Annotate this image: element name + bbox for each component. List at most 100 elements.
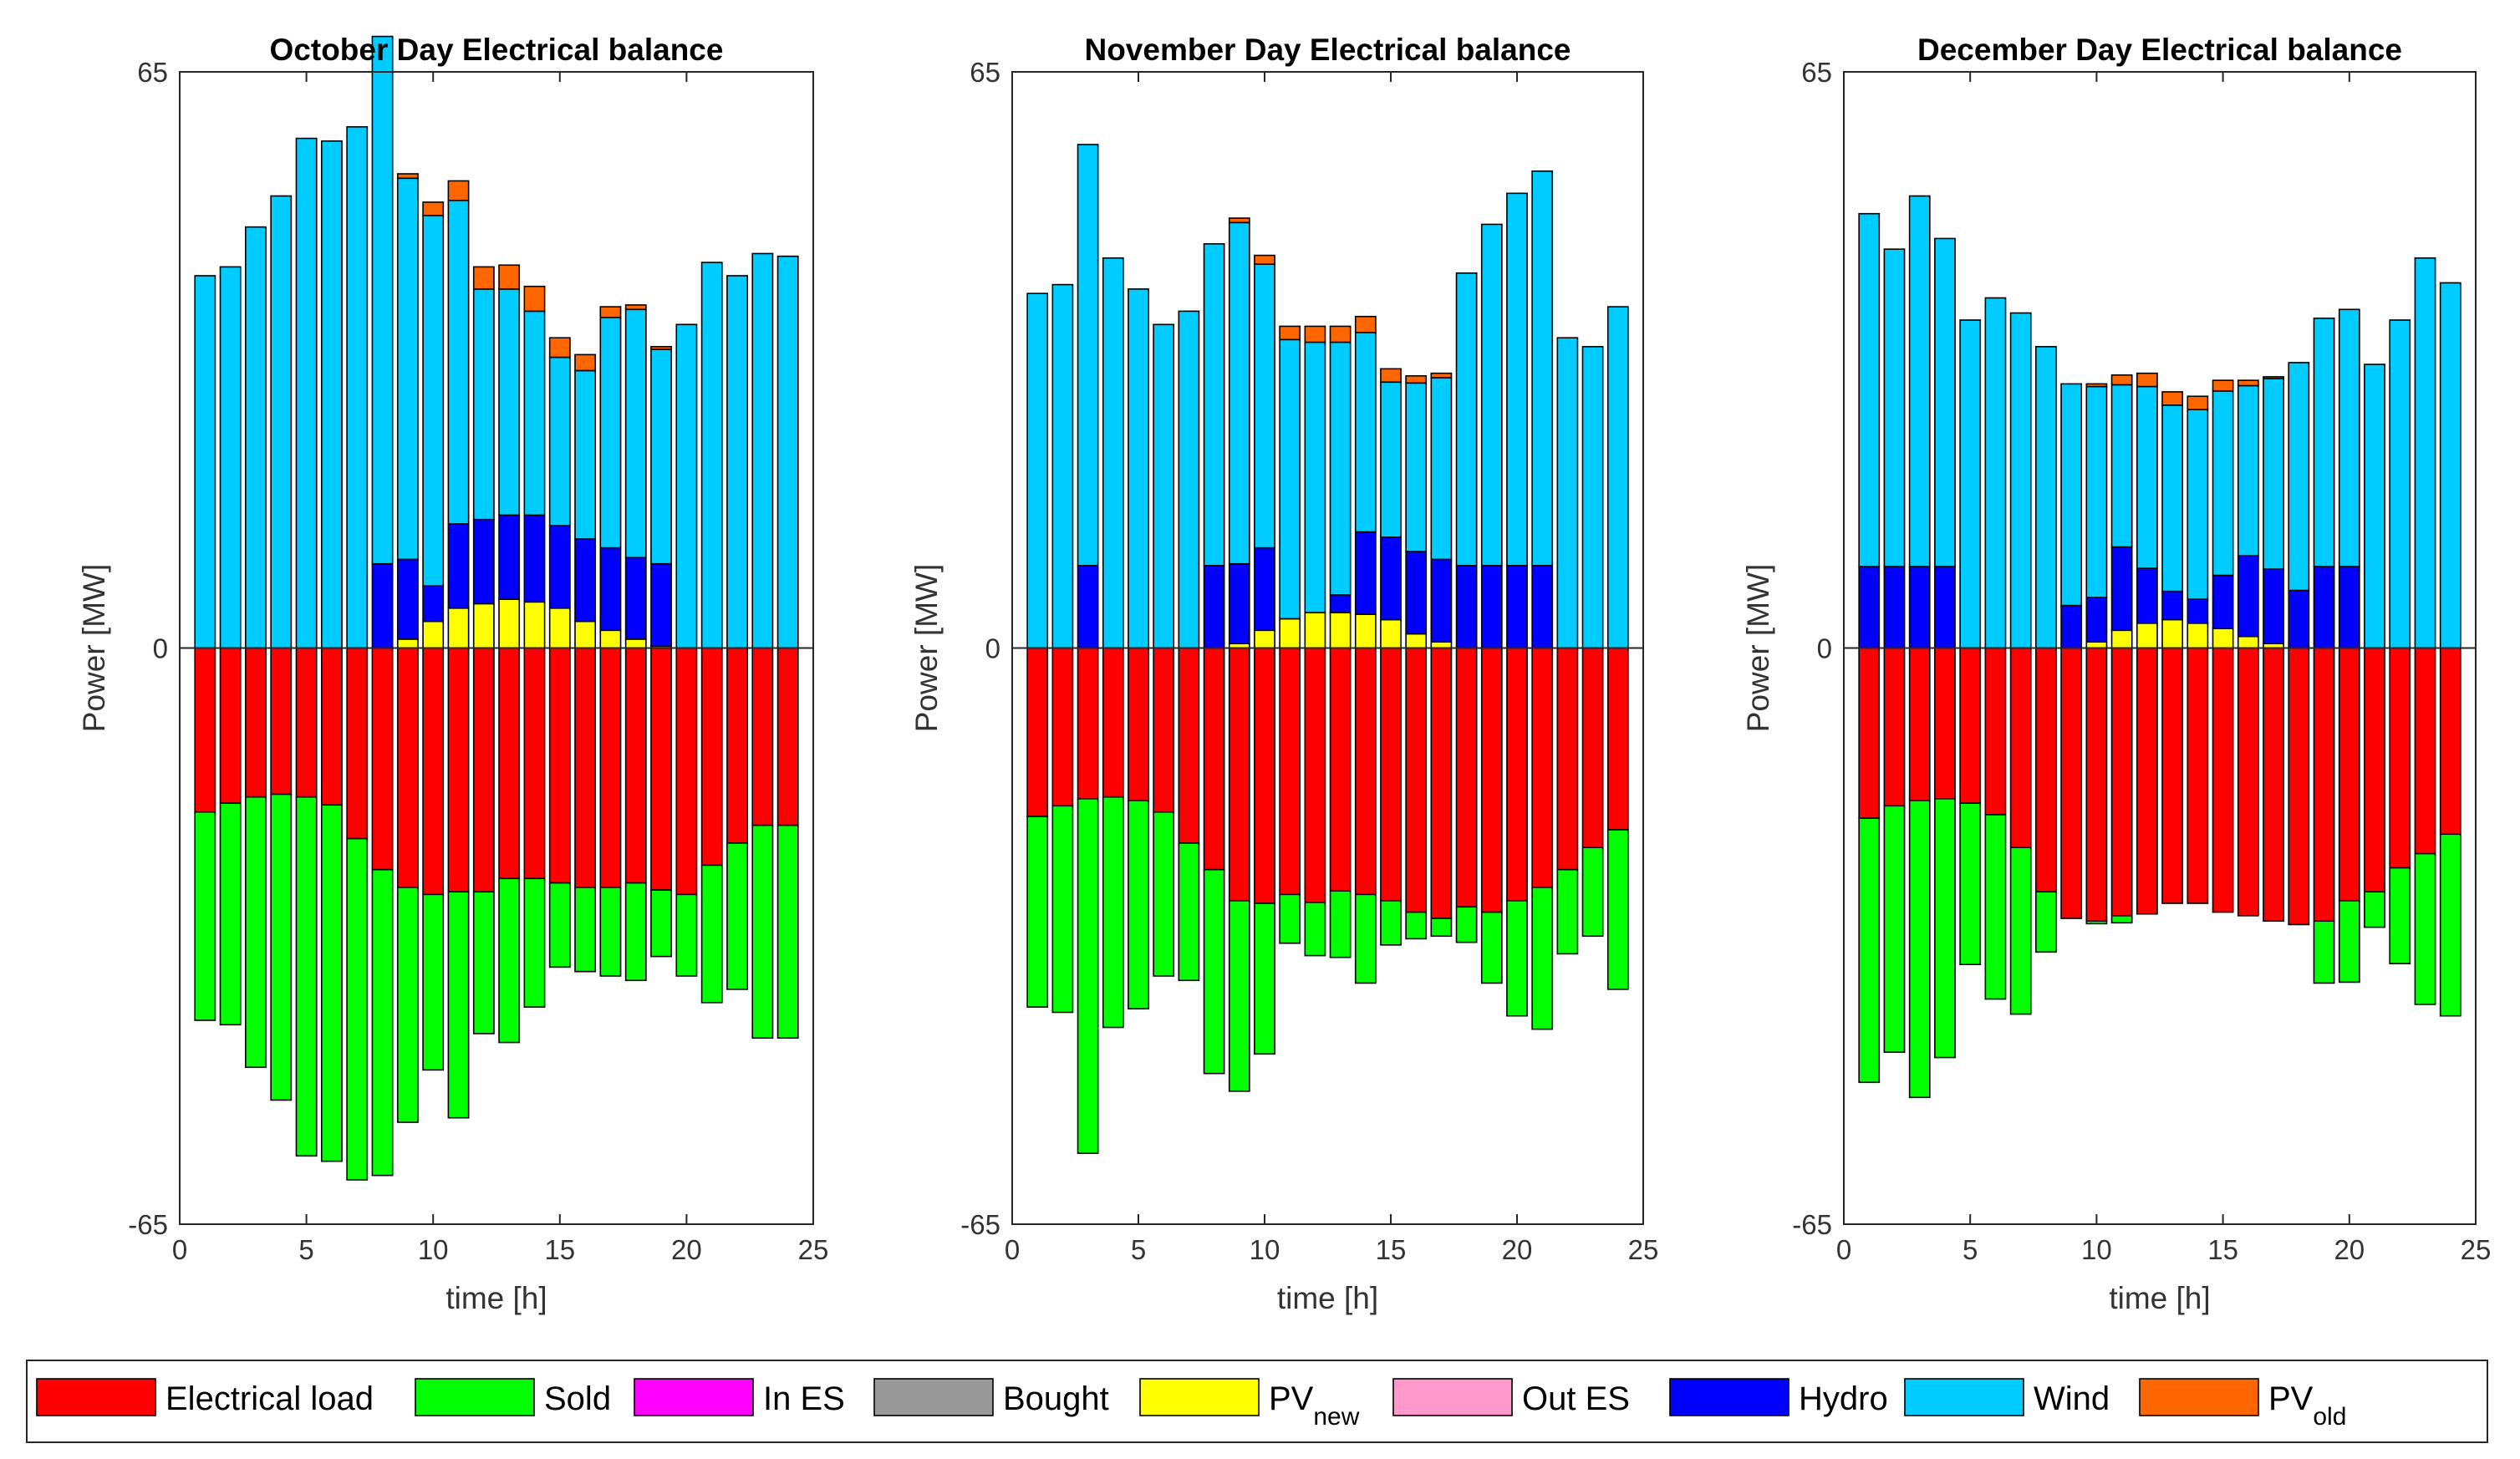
bar-electrical-load-h6 (1984, 647, 2007, 816)
bar-sold-h23 (2414, 852, 2436, 1005)
bar-sold-h1 (1858, 817, 1881, 1084)
bar-pv-new-h10 (1254, 629, 1275, 649)
bar-sold-h2 (1883, 805, 1906, 1054)
bar-wind-h23 (1581, 346, 1604, 649)
bar-pv-new-h14 (1354, 613, 1377, 649)
bar-pv-old-h11 (2110, 374, 2133, 386)
bar-sold-h12 (472, 891, 495, 1035)
bar-electrical-load-h7 (2009, 647, 2032, 848)
bar-electrical-load-h14 (523, 647, 546, 880)
bar-sold-h6 (1153, 811, 1175, 977)
bar-sold-h11 (447, 891, 470, 1119)
bar-pv-old-h15 (548, 337, 571, 358)
bar-wind-h6 (1153, 323, 1175, 649)
bar-pv-new-h16 (1405, 633, 1428, 649)
bar-hydro-h12 (472, 518, 495, 605)
bar-sold-h8 (371, 868, 394, 1177)
bar-electrical-load-h9 (396, 647, 419, 888)
bar-pv-new-h11 (1279, 618, 1301, 649)
x-tick-label: 10 (2081, 1234, 2112, 1265)
bar-pv-old-h10 (422, 201, 445, 216)
bar-wind-h15 (1380, 381, 1402, 538)
bar-wind-h14 (2187, 409, 2209, 600)
bar-pv-old-h19 (650, 346, 673, 350)
bar-sold-h4 (1934, 798, 1956, 1059)
bar-wind-h17 (599, 317, 622, 549)
bar-electrical-load-h21 (700, 647, 723, 867)
bar-sold-h20 (2338, 900, 2360, 984)
bar-wind-h21 (2364, 363, 2385, 649)
bar-sold-h2 (219, 802, 242, 1026)
bar-pv-new-h11 (447, 607, 470, 649)
bar-electrical-load-h18 (2288, 647, 2310, 926)
bar-hydro-h13 (498, 514, 521, 600)
bar-wind-h16 (2237, 384, 2259, 557)
bar-hydro-h10 (422, 585, 445, 623)
bar-pv-new-h15 (548, 607, 571, 649)
bar-sold-h2 (1051, 805, 1074, 1014)
bar-pv-old-h12 (1304, 325, 1326, 343)
bar-pv-new-h16 (2237, 635, 2259, 649)
x-axis-label: time [h] (445, 1281, 547, 1315)
bar-wind-h1 (194, 275, 216, 649)
bar-sold-h15 (1380, 900, 1402, 946)
bar-hydro-h3 (1077, 565, 1099, 649)
bar-electrical-load-h22 (1556, 647, 1579, 871)
bar-pv-old-h17 (1430, 372, 1453, 379)
bar-hydro-h11 (447, 523, 470, 609)
bar-hydro-h15 (548, 525, 571, 609)
bar-hydro-h21 (1531, 565, 1554, 649)
bar-wind-h23 (751, 252, 774, 649)
bar-pv-new-h17 (1430, 641, 1453, 649)
bar-wind-h3 (1077, 144, 1099, 567)
bar-hydro-h14 (1354, 531, 1377, 615)
bar-wind-h24 (1606, 306, 1629, 649)
bar-sold-h3 (1908, 800, 1931, 1099)
bar-hydro-h4 (1934, 566, 1956, 649)
bar-pv-new-h11 (2110, 629, 2133, 649)
x-tick-label: 0 (1836, 1234, 1851, 1265)
bar-hydro-h15 (1380, 536, 1402, 621)
bar-wind-h18 (624, 308, 647, 559)
legend-swatch (36, 1378, 156, 1416)
bar-sold-h16 (1405, 911, 1428, 940)
bar-pv-new-h13 (1329, 612, 1352, 649)
bar-pv-new-h12 (472, 602, 495, 649)
bar-pv-new-h10 (2085, 641, 2108, 649)
bar-wind-h22 (2389, 319, 2411, 649)
bar-wind-h15 (548, 356, 571, 526)
bar-electrical-load-h2 (219, 647, 242, 804)
bar-wind-h19 (2313, 318, 2335, 567)
bar-pv-old-h9 (1228, 217, 1250, 224)
bar-pv-new-h12 (1304, 612, 1326, 649)
bar-pv-old-h14 (523, 285, 546, 313)
legend-swatch (2139, 1378, 2259, 1416)
bar-wind-h1 (1858, 212, 1881, 567)
bar-wind-h7 (2009, 312, 2032, 649)
chart-title: October Day Electrical balance (270, 33, 724, 67)
bar-wind-h4 (1934, 237, 1956, 567)
bar-electrical-load-h14 (1354, 647, 1377, 896)
bar-wind-h17 (2263, 378, 2284, 570)
y-tick-label: 0 (1817, 633, 1832, 664)
bar-wind-h1 (1026, 292, 1049, 649)
bar-hydro-h8 (371, 562, 394, 649)
bar-wind-h10 (2085, 385, 2108, 598)
bar-hydro-h8 (1203, 565, 1225, 649)
bar-wind-h11 (2110, 384, 2133, 548)
bar-sold-h17 (1430, 918, 1453, 938)
x-tick-label: 15 (2207, 1234, 2238, 1265)
bar-sold-h18 (1455, 906, 1478, 943)
bar-pv-old-h14 (1354, 315, 1377, 333)
bar-sold-h21 (2364, 891, 2385, 928)
bar-hydro-h9 (396, 558, 419, 640)
bar-electrical-load-h19 (1480, 647, 1503, 913)
bar-wind-h2 (219, 266, 242, 649)
bar-sold-h9 (396, 887, 419, 1123)
bar-sold-h6 (1984, 814, 2007, 1000)
bar-wind-h6 (320, 140, 343, 649)
bar-electrical-load-h6 (320, 647, 343, 806)
bar-electrical-load-h10 (1254, 647, 1275, 904)
bar-pv-new-h15 (1380, 618, 1402, 649)
